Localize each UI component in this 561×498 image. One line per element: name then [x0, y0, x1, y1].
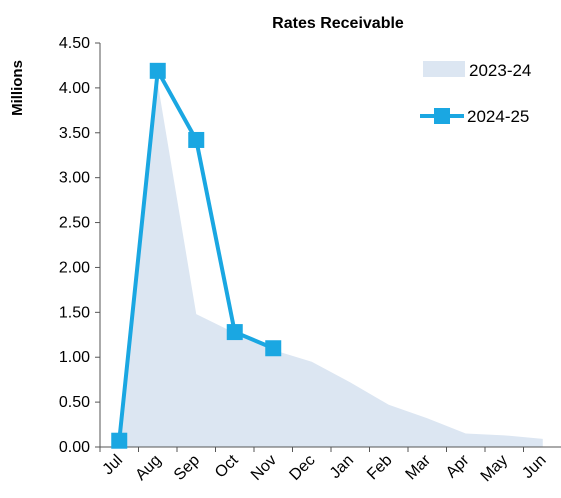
y-tick-label: 1.00	[59, 349, 90, 366]
legend-label-2024-25: 2024-25	[467, 107, 529, 126]
marker-2024-25	[265, 340, 282, 357]
marker-2024-25	[188, 131, 205, 148]
x-tick-label: May	[478, 452, 511, 485]
legend-marker-2024-25	[434, 108, 450, 124]
y-tick-label: 1.50	[59, 304, 90, 321]
area-series-layer	[119, 83, 543, 448]
x-tick-label: Oct	[212, 451, 242, 481]
x-tick-label: Dec	[286, 452, 318, 484]
x-tick-label: Jul	[100, 452, 126, 478]
x-tick-label: Feb	[364, 452, 396, 484]
chart-title: Rates Receivable	[272, 15, 404, 32]
x-tick-label: Nov	[248, 452, 280, 484]
x-tick-label: Apr	[443, 451, 473, 481]
x-tick-label: Jun	[519, 452, 549, 482]
legend: 2023-24 2024-25	[420, 61, 531, 126]
marker-2024-25	[149, 62, 166, 79]
marker-2024-25	[226, 324, 243, 341]
y-tick-label: 4.50	[59, 35, 90, 52]
y-axis-label: Millions	[9, 60, 26, 116]
area-2023-24	[119, 83, 543, 448]
legend-swatch-2023-24	[423, 61, 465, 77]
y-tick-label: 0.00	[59, 439, 90, 456]
y-tick-label: 2.50	[59, 215, 90, 232]
x-tick-label: Sep	[171, 452, 203, 484]
legend-label-2023-24: 2023-24	[469, 61, 531, 80]
y-tick-label: 2.00	[59, 259, 90, 276]
x-tick-label: Aug	[132, 452, 164, 484]
y-tick-label: 3.00	[59, 170, 90, 187]
line-series-layer	[111, 62, 282, 449]
marker-2024-25	[111, 432, 128, 449]
y-tick-label: 0.50	[59, 394, 90, 411]
x-tick-label: Jan	[327, 452, 357, 482]
x-tick-label: Mar	[403, 451, 435, 483]
y-tick-label: 3.50	[59, 125, 90, 142]
y-tick-label: 4.00	[59, 80, 90, 97]
